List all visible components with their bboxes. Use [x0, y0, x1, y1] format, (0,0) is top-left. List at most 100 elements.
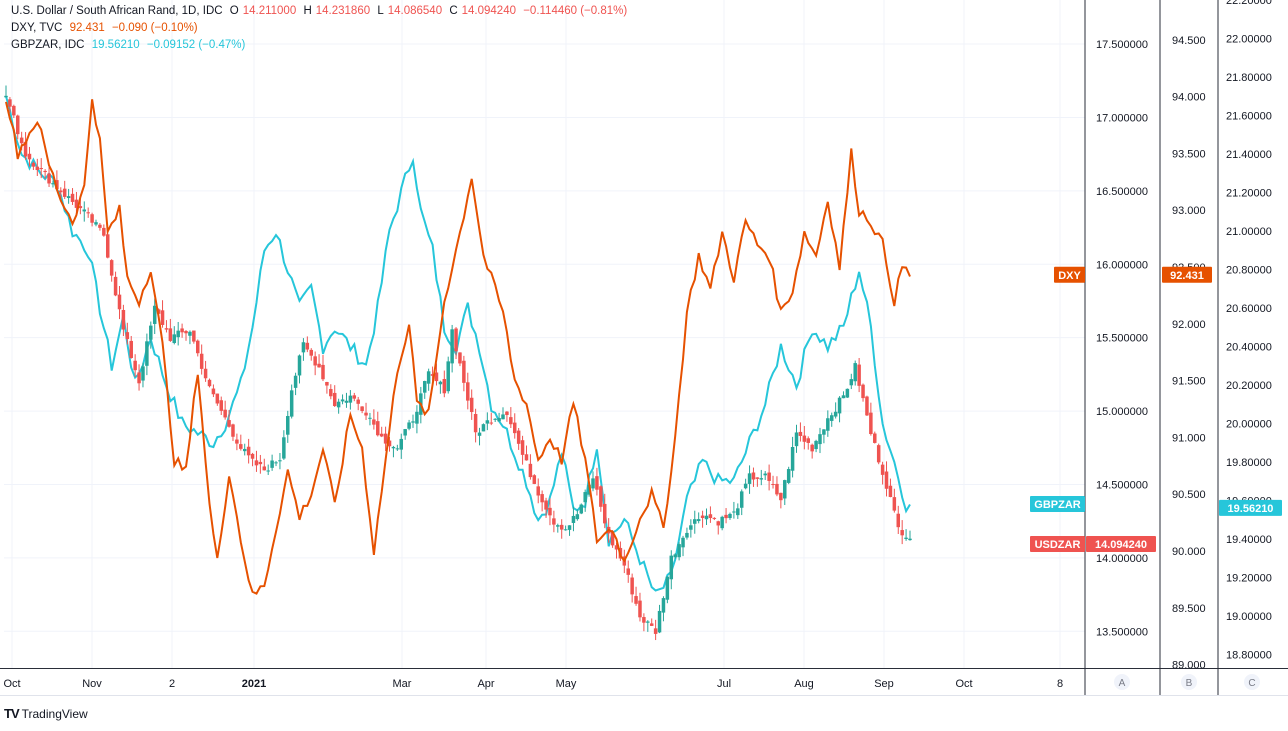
usdzar-candle[interactable]	[430, 374, 435, 376]
usdzar-candle[interactable]	[900, 530, 904, 536]
usdzar-candle[interactable]	[696, 519, 701, 522]
usdzar-candle[interactable]	[450, 329, 454, 364]
usdzar-candle[interactable]	[708, 514, 713, 519]
usdzar-candle[interactable]	[575, 514, 580, 520]
usdzar-candle[interactable]	[90, 214, 94, 223]
usdzar-candle[interactable]	[149, 325, 153, 340]
usdzar-candle[interactable]	[442, 379, 447, 394]
usdzar-candle[interactable]	[673, 554, 677, 558]
usdzar-candle[interactable]	[12, 105, 16, 116]
usdzar-candle[interactable]	[532, 475, 537, 484]
usdzar-candle[interactable]	[524, 454, 529, 461]
usdzar-candle[interactable]	[74, 199, 79, 208]
usdzar-candle[interactable]	[790, 447, 795, 471]
usdzar-candle[interactable]	[289, 390, 294, 417]
tradingview-logo[interactable]: TV TradingView	[4, 706, 88, 721]
usdzar-candle[interactable]	[724, 514, 728, 519]
usdzar-candle[interactable]	[235, 439, 239, 444]
usdzar-candle[interactable]	[743, 483, 748, 489]
usdzar-candle[interactable]	[415, 411, 419, 424]
usdzar-candle[interactable]	[509, 417, 513, 425]
usdzar-candle[interactable]	[250, 453, 255, 459]
usdzar-candle[interactable]	[767, 472, 771, 481]
usdzar-candle[interactable]	[411, 421, 415, 423]
usdzar-candle[interactable]	[661, 598, 666, 613]
usdzar-candle[interactable]	[152, 305, 157, 324]
usdzar-candle[interactable]	[771, 484, 775, 486]
usdzar-candle[interactable]	[196, 340, 200, 354]
usdzar-candle[interactable]	[454, 328, 458, 352]
usdzar-candle[interactable]	[642, 617, 646, 623]
usdzar-candle[interactable]	[348, 395, 353, 403]
usdzar-candle[interactable]	[614, 545, 619, 550]
usdzar-candle[interactable]	[278, 460, 282, 462]
usdzar-candle[interactable]	[579, 504, 584, 514]
usdzar-candle[interactable]	[896, 513, 901, 528]
usdzar-candle[interactable]	[520, 440, 525, 455]
usdzar-candle[interactable]	[168, 328, 173, 341]
usdzar-candle[interactable]	[246, 446, 251, 456]
usdzar-candle[interactable]	[94, 222, 98, 225]
usdzar-candle[interactable]	[438, 381, 443, 385]
usdzar-candle[interactable]	[215, 393, 220, 404]
usdzar-candle[interactable]	[368, 417, 372, 419]
usdzar-candle[interactable]	[536, 486, 540, 496]
usdzar-candle[interactable]	[755, 477, 760, 479]
usdzar-candle[interactable]	[27, 153, 32, 160]
usdzar-candle[interactable]	[892, 497, 897, 511]
usdzar-candle[interactable]	[4, 95, 8, 98]
usdzar-candle[interactable]	[837, 397, 842, 414]
usdzar-candle[interactable]	[113, 276, 118, 296]
usdzar-candle[interactable]	[865, 396, 869, 416]
usdzar-candle[interactable]	[849, 379, 854, 386]
usdzar-candle[interactable]	[880, 464, 885, 475]
pane-label-circle[interactable]	[1244, 674, 1260, 690]
usdzar-candle[interactable]	[422, 381, 427, 393]
usdzar-candle[interactable]	[548, 507, 552, 516]
usdzar-candle[interactable]	[383, 433, 388, 444]
usdzar-candle[interactable]	[669, 555, 674, 580]
usdzar-candle[interactable]	[469, 397, 474, 413]
usdzar-candle[interactable]	[336, 401, 341, 408]
usdzar-candle[interactable]	[466, 382, 470, 401]
usdzar-candle[interactable]	[51, 183, 55, 185]
usdzar-candle[interactable]	[693, 519, 697, 524]
usdzar-candle[interactable]	[305, 342, 310, 350]
usdzar-candle[interactable]	[266, 470, 270, 472]
usdzar-candle[interactable]	[747, 473, 752, 484]
usdzar-candle[interactable]	[841, 395, 846, 399]
usdzar-candle[interactable]	[783, 480, 787, 499]
usdzar-candle[interactable]	[779, 492, 783, 501]
usdzar-candle[interactable]	[258, 461, 263, 465]
usdzar-candle[interactable]	[47, 173, 51, 184]
usdzar-candle[interactable]	[35, 166, 40, 171]
usdzar-candle[interactable]	[704, 515, 709, 520]
usdzar-candle[interactable]	[677, 544, 681, 558]
usdzar-candle[interactable]	[399, 438, 404, 450]
usdzar-candle[interactable]	[164, 328, 169, 330]
usdzar-candle[interactable]	[176, 330, 180, 338]
usdzar-candle[interactable]	[802, 435, 807, 442]
usdzar-candle[interactable]	[720, 516, 724, 529]
usdzar-candle[interactable]	[822, 429, 826, 435]
usdzar-candle[interactable]	[829, 415, 834, 421]
usdzar-candle[interactable]	[403, 429, 407, 436]
usdzar-candle[interactable]	[775, 483, 779, 495]
usdzar-candle[interactable]	[462, 360, 466, 383]
usdzar-candle[interactable]	[231, 424, 235, 437]
usdzar-candle[interactable]	[129, 340, 133, 358]
usdzar-candle[interactable]	[254, 460, 259, 466]
usdzar-candle[interactable]	[908, 538, 912, 541]
usdzar-candle[interactable]	[219, 400, 223, 411]
usdzar-candle[interactable]	[55, 180, 59, 190]
usdzar-candle[interactable]	[794, 432, 799, 447]
usdzar-candle[interactable]	[325, 381, 329, 386]
usdzar-candle[interactable]	[540, 494, 544, 503]
usdzar-candle[interactable]	[395, 448, 400, 450]
usdzar-candle[interactable]	[109, 260, 114, 276]
usdzar-candle[interactable]	[242, 448, 247, 452]
usdzar-candle[interactable]	[481, 424, 486, 432]
usdzar-candle[interactable]	[172, 334, 177, 344]
usdzar-candle[interactable]	[497, 418, 501, 422]
usdzar-candle[interactable]	[591, 478, 595, 489]
